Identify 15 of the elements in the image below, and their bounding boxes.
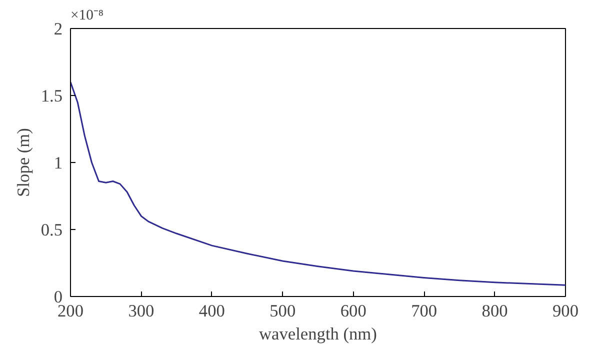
y-tick-label: 1.5 bbox=[40, 86, 63, 106]
x-tick-label: 900 bbox=[552, 302, 579, 320]
y-tick-label: 0.5 bbox=[40, 220, 63, 240]
line-series bbox=[70, 81, 566, 286]
text: ×10⁻⁸ bbox=[70, 8, 104, 24]
x-tick-label: 500 bbox=[270, 302, 296, 320]
x-tick-label: 400 bbox=[198, 302, 225, 320]
x-tick-label: 800 bbox=[482, 302, 508, 320]
x-axis-title: wavelength (nm) bbox=[259, 324, 378, 344]
y-tick-label: 1 bbox=[54, 154, 63, 172]
x-tick-label: 700 bbox=[411, 302, 438, 320]
x-tick-label: 600 bbox=[340, 302, 366, 320]
y-axis-title: Slope (m) bbox=[14, 128, 33, 197]
y-tick-label: 2 bbox=[54, 20, 63, 38]
x-tick-label: 300 bbox=[128, 302, 154, 320]
